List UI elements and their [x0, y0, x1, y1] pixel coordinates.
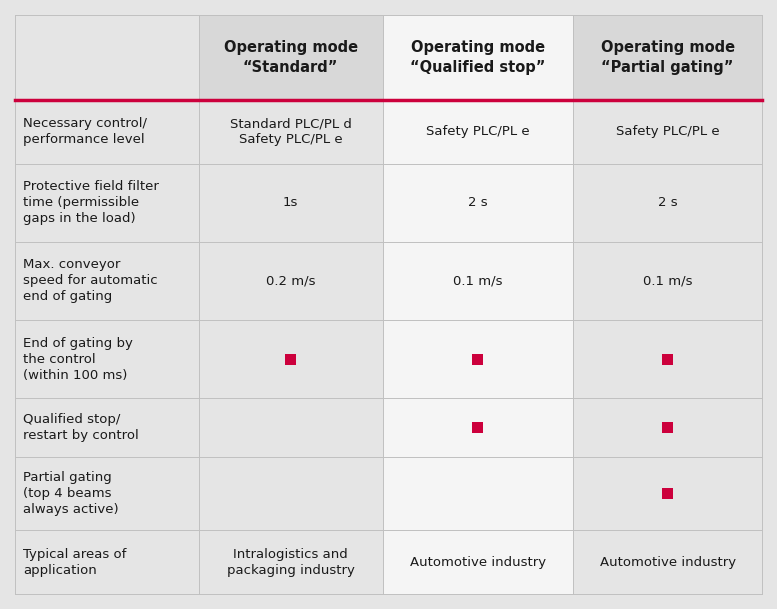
Bar — [573, 100, 762, 164]
Text: Safety PLC/PL e: Safety PLC/PL e — [426, 125, 530, 138]
Bar — [199, 100, 382, 164]
Bar — [199, 15, 382, 100]
Bar — [15, 100, 199, 164]
Text: Automotive industry: Automotive industry — [409, 555, 546, 569]
Text: 1s: 1s — [283, 196, 298, 209]
Bar — [199, 530, 382, 594]
Bar — [382, 320, 573, 398]
Bar — [15, 15, 199, 100]
Bar — [573, 457, 762, 530]
Bar — [199, 242, 382, 320]
Text: Operating mode
“Qualified stop”: Operating mode “Qualified stop” — [410, 40, 545, 75]
Bar — [382, 530, 573, 594]
Bar — [15, 457, 199, 530]
Text: Operating mode
“Partial gating”: Operating mode “Partial gating” — [601, 40, 735, 75]
Text: Standard PLC/PL d
Safety PLC/PL e: Standard PLC/PL d Safety PLC/PL e — [230, 118, 351, 146]
Bar — [382, 15, 573, 100]
Bar — [285, 354, 296, 365]
Text: Protective field filter
time (permissible
gaps in the load): Protective field filter time (permissibl… — [23, 180, 159, 225]
Bar — [573, 398, 762, 457]
Bar — [662, 488, 673, 499]
Bar — [199, 320, 382, 398]
Bar — [662, 354, 673, 365]
Bar — [382, 242, 573, 320]
Bar — [199, 457, 382, 530]
Bar — [382, 398, 573, 457]
Text: Safety PLC/PL e: Safety PLC/PL e — [616, 125, 720, 138]
Text: Qualified stop/
restart by control: Qualified stop/ restart by control — [23, 413, 139, 442]
Text: Partial gating
(top 4 beams
always active): Partial gating (top 4 beams always activ… — [23, 471, 119, 516]
Text: Max. conveyor
speed for automatic
end of gating: Max. conveyor speed for automatic end of… — [23, 258, 158, 303]
Bar — [662, 422, 673, 433]
Bar — [573, 320, 762, 398]
Bar — [15, 320, 199, 398]
Text: Necessary control/
performance level: Necessary control/ performance level — [23, 118, 147, 146]
Bar — [573, 164, 762, 242]
Bar — [15, 164, 199, 242]
Bar — [573, 530, 762, 594]
Text: 2 s: 2 s — [468, 196, 488, 209]
Bar — [573, 242, 762, 320]
Bar — [15, 242, 199, 320]
Text: Automotive industry: Automotive industry — [600, 555, 736, 569]
Bar — [573, 15, 762, 100]
Text: End of gating by
the control
(within 100 ms): End of gating by the control (within 100… — [23, 337, 133, 382]
Bar — [382, 164, 573, 242]
Text: 0.1 m/s: 0.1 m/s — [453, 275, 503, 287]
Text: Intralogistics and
packaging industry: Intralogistics and packaging industry — [227, 547, 354, 577]
Text: Operating mode
“Standard”: Operating mode “Standard” — [224, 40, 357, 75]
Bar — [15, 530, 199, 594]
Bar — [15, 398, 199, 457]
Text: 2 s: 2 s — [658, 196, 678, 209]
Bar — [382, 457, 573, 530]
Text: 0.1 m/s: 0.1 m/s — [643, 275, 692, 287]
Bar — [199, 164, 382, 242]
Bar — [472, 422, 483, 433]
Text: 0.2 m/s: 0.2 m/s — [266, 275, 315, 287]
Text: Typical areas of
application: Typical areas of application — [23, 547, 127, 577]
Bar — [472, 354, 483, 365]
Bar — [382, 100, 573, 164]
Bar — [199, 398, 382, 457]
